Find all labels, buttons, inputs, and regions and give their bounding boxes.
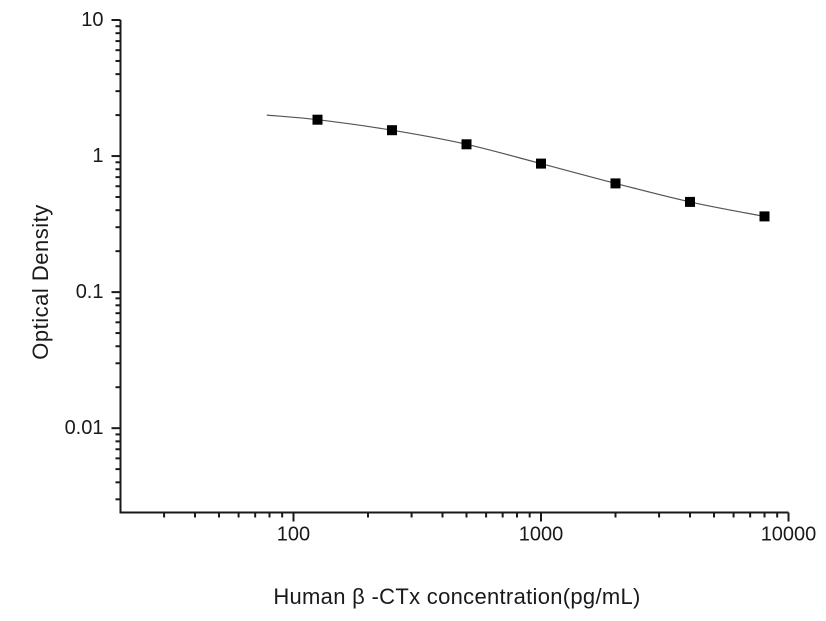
data-point-marker bbox=[759, 211, 770, 222]
data-points bbox=[312, 114, 770, 222]
x-tick-label: 100 bbox=[277, 524, 310, 546]
data-point-marker bbox=[536, 158, 546, 169]
x-tick-label: 1000 bbox=[519, 524, 564, 546]
axis-lines bbox=[119, 20, 789, 514]
y-tick-label: 0.1 bbox=[76, 281, 104, 303]
y-tick-label: 1 bbox=[92, 145, 103, 167]
axes bbox=[119, 20, 789, 514]
data-point-marker bbox=[461, 139, 472, 150]
y-tick-label: 0.01 bbox=[65, 417, 104, 439]
data-point-marker bbox=[685, 196, 695, 207]
fit-curve-line bbox=[266, 114, 765, 217]
axis-ticks bbox=[111, 19, 790, 522]
tick-labels: 100 1000 10000 10 1 0.1 0.01 bbox=[65, 9, 817, 546]
data-point-marker bbox=[610, 178, 621, 189]
x-tick-label: 10000 bbox=[761, 524, 817, 546]
data-point-marker bbox=[312, 114, 323, 125]
y-tick-label: 10 bbox=[81, 9, 103, 31]
y-axis-title: Optical Density bbox=[28, 204, 53, 360]
data-point-marker bbox=[387, 125, 397, 136]
x-axis-title: Human β -CTx concentration(pg/mL) bbox=[273, 584, 641, 609]
